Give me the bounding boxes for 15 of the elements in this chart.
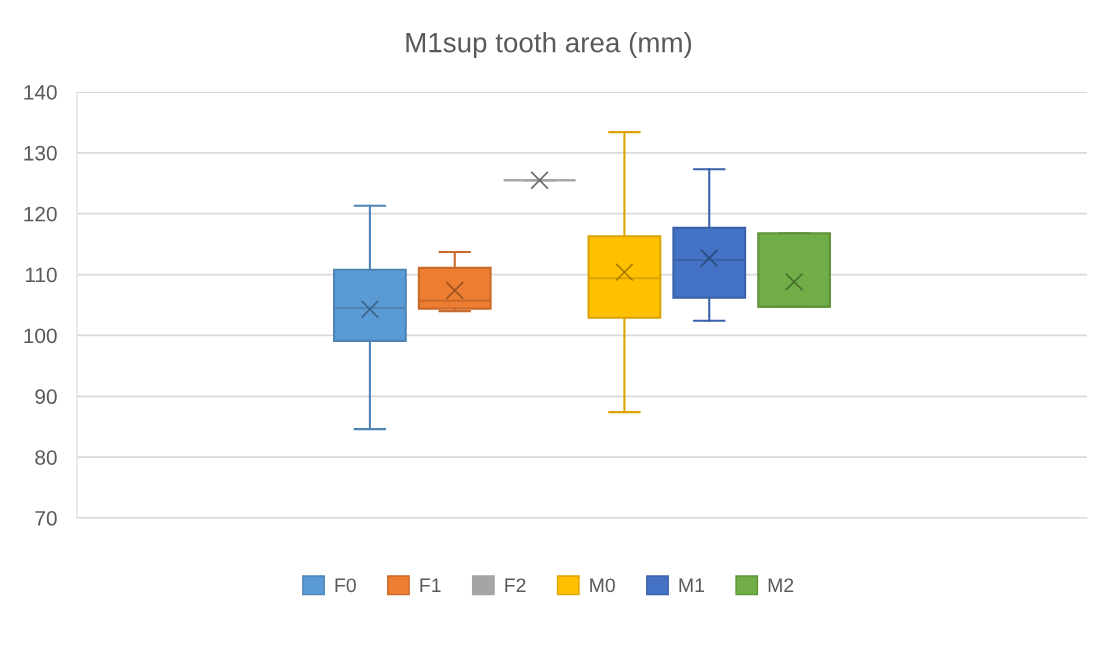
y-tick-label: 70 <box>35 511 57 526</box>
y-tick-label: 80 <box>35 450 57 465</box>
y-tick-label: 110 <box>25 267 57 283</box>
y-tick-label: 100 <box>24 328 57 344</box>
legend-label: M0 <box>590 578 615 593</box>
y-tick-label: 120 <box>24 206 57 222</box>
chart-title: M1sup tooth area (mm) <box>406 32 692 58</box>
legend-label: F1 <box>420 578 441 592</box>
legend-label: M2 <box>768 578 794 592</box>
legend-label: F2 <box>505 578 526 592</box>
y-tick-label: 90 <box>35 389 57 405</box>
y-tick-label: 130 <box>24 145 57 161</box>
y-tick-label: 140 <box>24 85 57 100</box>
legend-label: M1 <box>679 578 704 592</box>
legend-label: F0 <box>335 578 356 593</box>
